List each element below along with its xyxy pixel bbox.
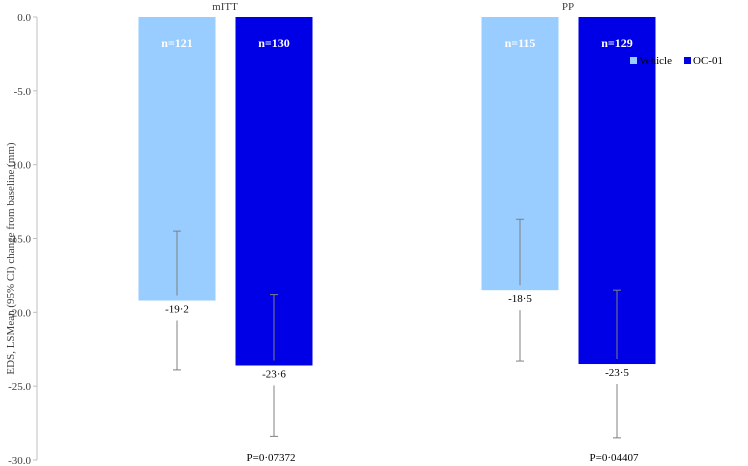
legend-label: Vehicle xyxy=(639,55,672,67)
value-label: -18·5 xyxy=(508,293,532,305)
p-value-label: P=0·04407 xyxy=(590,452,639,464)
n-label: n=121 xyxy=(161,36,193,50)
category-label: PP xyxy=(562,1,574,13)
y-axis: 0.0 -5.0 -10.0 -15.0 -20.0 -25.0 -30.0 EDS, LSM… xyxy=(5,12,38,466)
p-value-label: P=0·07372 xyxy=(247,452,296,464)
y-tick-label: -20.0 xyxy=(8,307,31,319)
bars xyxy=(138,17,656,366)
y-tick-label: -10.0 xyxy=(8,160,31,172)
legend: Vehicle OC-01 xyxy=(630,55,723,67)
y-tick-label: -5.0 xyxy=(14,86,32,98)
y-tick-label: -15.0 xyxy=(8,234,31,246)
group-labels: mITT PP xyxy=(212,1,574,13)
n-label: n=130 xyxy=(258,36,290,50)
error-bars xyxy=(173,218,621,439)
value-label: -19·2 xyxy=(165,304,189,316)
value-label: -23·5 xyxy=(605,367,629,379)
legend-swatch xyxy=(630,57,637,64)
y-axis-title: EDS, LSMean (95% CI) change from baselin… xyxy=(5,142,17,374)
category-label: mITT xyxy=(212,1,238,13)
data-labels: n=121 -19·2 n=115 -18·5 n=130 -23·6 n=129 -23·5… xyxy=(161,36,639,464)
legend-label: OC-01 xyxy=(693,55,723,67)
value-label: -23·6 xyxy=(262,368,286,380)
n-label: n=115 xyxy=(505,36,536,50)
n-label: n=129 xyxy=(601,36,633,50)
y-tick-label: -25.0 xyxy=(8,381,31,393)
y-tick-label: 0.0 xyxy=(17,12,31,24)
legend-swatch xyxy=(684,57,691,64)
y-tick-label: -30.0 xyxy=(8,455,31,466)
